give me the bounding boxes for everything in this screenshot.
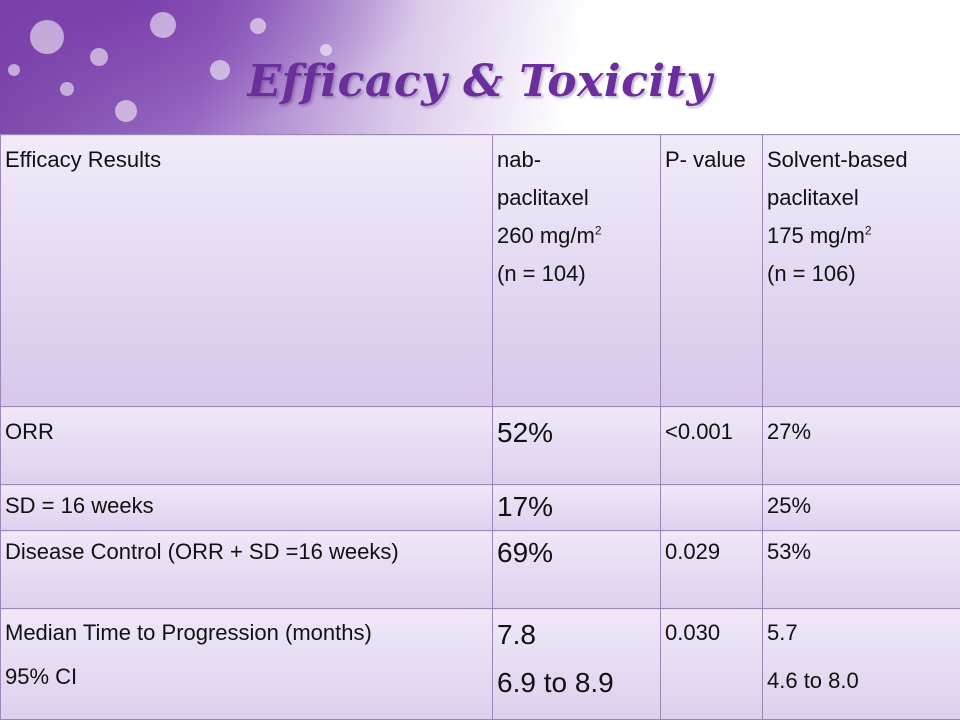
header-line: nab- [497, 147, 542, 172]
dose-text: 260 mg/m [497, 223, 595, 248]
bokeh-dot [320, 44, 332, 56]
row-label: ORR [0, 406, 493, 485]
bokeh-dot [210, 60, 230, 80]
header-line: 175 mg/m2 [767, 217, 956, 255]
efficacy-table: Efficacy Results nab- paclitaxel 260 mg/… [0, 134, 960, 720]
row-label: Median Time to Progression (months) 95% … [0, 608, 493, 720]
nab-value: 69% [497, 537, 554, 568]
row-sb-value: 53% [762, 530, 960, 609]
dose-text: 175 mg/m [767, 223, 865, 248]
row-sb-value: 27% [762, 406, 960, 485]
row-label: SD = 16 weeks [0, 484, 493, 531]
nab-value: 7.8 [497, 619, 536, 650]
header-line: paclitaxel [497, 185, 589, 210]
row-nab-value: 17% [492, 484, 661, 531]
row-nab-value: 69% [492, 530, 661, 609]
bokeh-dot [115, 100, 137, 122]
row-label-line: Median Time to Progression (months) [5, 620, 372, 645]
row-p-value [660, 484, 763, 531]
header-line: (n = 106) [767, 261, 856, 286]
header-line: paclitaxel [767, 185, 859, 210]
header-line: Solvent-based [767, 147, 908, 172]
bokeh-dot [250, 18, 266, 34]
table-row: ORR 52% <0.001 27% [0, 406, 960, 485]
sb-ci-value: 4.6 to 8.0 [767, 668, 859, 693]
table-row: Disease Control (ORR + SD =16 weeks) 69%… [0, 530, 960, 609]
nab-ci-value: 6.9 to 8.9 [497, 667, 614, 698]
sb-value: 5.7 [767, 620, 798, 645]
header-p-value: P- value [660, 134, 763, 407]
row-label-line: 95% CI [5, 664, 78, 689]
row-p-value: <0.001 [660, 406, 763, 485]
row-sb-value: 5.7 4.6 to 8.0 [762, 608, 960, 720]
header-label: P- value [665, 147, 746, 172]
nab-value: 17% [497, 491, 554, 522]
bokeh-dot [90, 48, 108, 66]
row-p-value: 0.029 [660, 530, 763, 609]
header-label: Efficacy Results [5, 147, 162, 172]
slide-title: Efficacy & Toxicity [247, 56, 713, 107]
bokeh-dot [60, 82, 74, 96]
row-nab-value: 7.8 6.9 to 8.9 [492, 608, 661, 720]
bokeh-dot [150, 12, 176, 38]
slide-header: Efficacy & Toxicity [0, 0, 960, 134]
nab-value: 52% [497, 417, 554, 448]
bokeh-dot [8, 64, 20, 76]
row-label: Disease Control (ORR + SD =16 weeks) [0, 530, 493, 609]
table-row: Median Time to Progression (months) 95% … [0, 608, 960, 720]
header-efficacy-results: Efficacy Results [0, 134, 493, 407]
header-line: (n = 104) [497, 261, 586, 286]
table-header-row: Efficacy Results nab- paclitaxel 260 mg/… [0, 134, 960, 407]
header-line: 260 mg/m2 [497, 217, 656, 255]
dose-superscript: 2 [864, 223, 872, 238]
row-p-value: 0.030 [660, 608, 763, 720]
table-row: SD = 16 weeks 17% 25% [0, 484, 960, 531]
dose-superscript: 2 [594, 223, 602, 238]
header-solvent-based-paclitaxel: Solvent-based paclitaxel 175 mg/m2 (n = … [762, 134, 960, 407]
header-nab-paclitaxel: nab- paclitaxel 260 mg/m2 (n = 104) [492, 134, 661, 407]
bokeh-dot [30, 20, 64, 54]
row-nab-value: 52% [492, 406, 661, 485]
row-sb-value: 25% [762, 484, 960, 531]
